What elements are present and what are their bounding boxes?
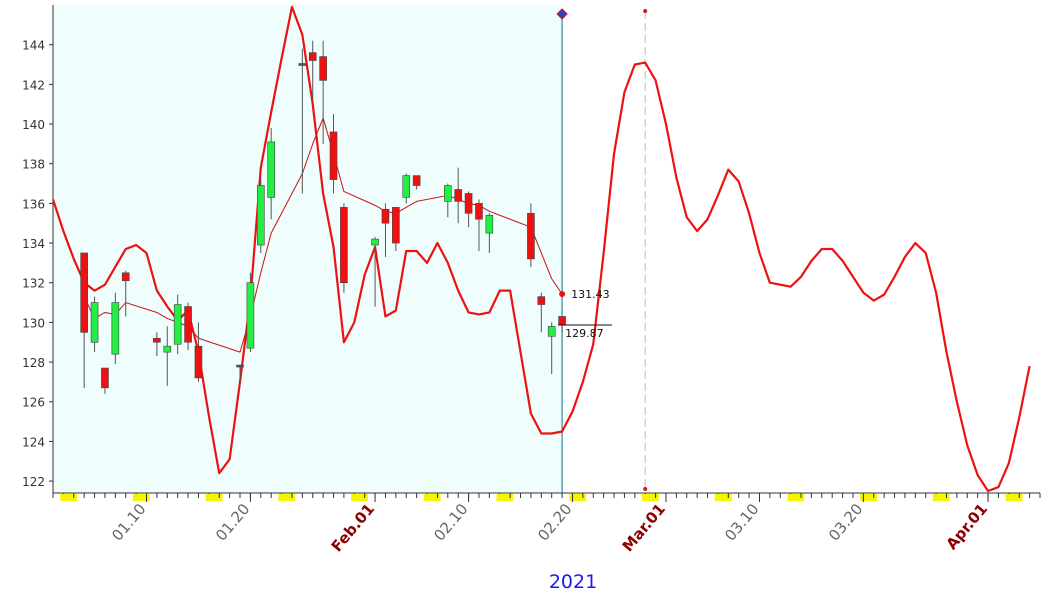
weekend-marker	[496, 494, 514, 501]
projection-marker	[643, 487, 648, 491]
line-end-label: 131.43	[571, 288, 610, 301]
x-tick-label: Feb.01	[328, 500, 379, 555]
x-tick-label: 01.10	[108, 500, 149, 544]
candle-body	[319, 56, 327, 81]
y-tick-label: 130	[22, 316, 45, 330]
weekend-marker	[932, 494, 950, 501]
y-tick-label: 128	[22, 356, 45, 370]
candle-body	[256, 185, 265, 246]
candle-body	[547, 326, 556, 337]
candle-body	[90, 302, 99, 343]
candle-body	[558, 316, 566, 326]
x-tick-label: 02.20	[534, 500, 575, 544]
x-axis-label: 2021	[549, 571, 597, 593]
candle-body	[485, 214, 494, 234]
y-tick-label: 132	[22, 277, 45, 291]
candle-body	[101, 367, 109, 389]
candle-body	[329, 131, 338, 180]
candle-body	[402, 175, 411, 198]
candle-body	[412, 175, 421, 186]
weekend-marker	[1005, 494, 1023, 501]
weekend-marker	[132, 494, 150, 501]
candle-body	[475, 203, 483, 220]
candle-body	[267, 141, 275, 198]
candle-body	[194, 345, 203, 379]
candle-body	[246, 282, 255, 349]
candle-body	[163, 345, 172, 353]
x-tick-label: Mar.01	[619, 500, 669, 555]
candle-body	[371, 238, 379, 246]
weekend-marker	[714, 494, 732, 501]
weekend-marker	[205, 494, 223, 501]
candle-body	[80, 252, 88, 333]
y-tick-label: 140	[22, 118, 45, 132]
last-close-label: 129.87	[565, 327, 604, 340]
candle-body	[464, 193, 473, 214]
history-background	[53, 5, 563, 493]
weekend-marker	[569, 494, 587, 501]
candle-body	[443, 185, 452, 202]
candle-body	[340, 207, 348, 284]
candle-body	[392, 207, 400, 244]
weekend-marker	[642, 494, 659, 501]
candle-body	[153, 337, 161, 343]
x-tick-label: 03.20	[825, 500, 866, 544]
y-tick-label: 126	[22, 396, 45, 410]
line-end-point	[559, 291, 566, 298]
y-tick-label: 144	[22, 39, 45, 53]
y-tick-label: 134	[22, 237, 45, 251]
candle-body	[381, 209, 390, 224]
x-tick-label: 03.10	[721, 500, 762, 544]
y-tick-label: 142	[22, 78, 45, 92]
x-tick-label: Apr.01	[942, 500, 991, 553]
candle-body	[111, 302, 120, 355]
candle-body	[298, 63, 307, 66]
y-tick-label: 136	[22, 197, 45, 211]
weekend-marker	[423, 494, 441, 501]
weekend-marker	[278, 494, 296, 501]
candle-body	[527, 212, 535, 260]
candle-body	[173, 304, 182, 345]
candle-body	[537, 296, 546, 305]
projection-marker	[643, 9, 648, 13]
candle-body	[236, 364, 244, 368]
y-tick-label: 122	[22, 475, 45, 489]
weekend-marker	[60, 494, 77, 501]
current-marker	[556, 8, 568, 20]
weekend-marker	[787, 494, 805, 501]
weekend-marker	[860, 494, 877, 501]
x-tick-label: 01.20	[212, 500, 253, 544]
candle-body	[454, 189, 462, 202]
y-tick-label: 138	[22, 158, 45, 172]
candle-body	[121, 272, 130, 282]
candle-body	[184, 306, 192, 343]
weekend-marker	[351, 494, 368, 501]
candle-body	[308, 52, 317, 61]
line-series	[51, 5, 1031, 493]
y-tick-label: 124	[22, 435, 45, 449]
x-tick-label: 02.10	[430, 500, 471, 544]
